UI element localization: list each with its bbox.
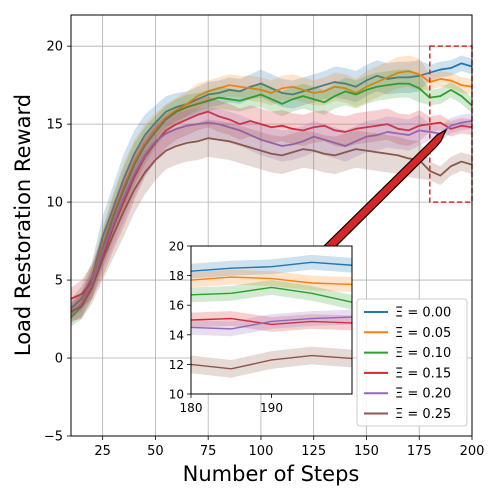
legend-label: Ξ = 0.25 <box>395 407 451 422</box>
x-tick-label: 25 <box>94 444 111 459</box>
series-line-0.05 <box>70 70 473 316</box>
inset-y-tick-label: 12 <box>169 358 184 372</box>
y-tick-label: 0 <box>55 352 63 367</box>
series-line-0.00 <box>70 62 473 309</box>
y-tick-label: 15 <box>46 118 63 133</box>
legend-label: Ξ = 0.10 <box>395 346 451 361</box>
series-band-0.10 <box>71 69 472 327</box>
series-band-0.20 <box>71 106 472 323</box>
inset-line-0.25 <box>190 354 353 370</box>
x-tick-label: 100 <box>249 444 274 459</box>
x-tick-label: 175 <box>407 444 432 459</box>
inset-line-0.10 <box>190 286 353 303</box>
inset-zoom-plot: 180 190 10 12 14 16 18 20 <box>169 240 353 415</box>
inset-line-0.15 <box>190 317 353 326</box>
x-axis-label: Number of Steps <box>183 462 360 486</box>
series-line-0.20 <box>70 120 473 314</box>
inset-line-0.05 <box>190 276 353 286</box>
series-band-0.05 <box>71 55 472 324</box>
inset-y-tick-label: 20 <box>169 240 184 254</box>
y-tick-label: −5 <box>44 430 63 445</box>
inset-line-0.00 <box>190 261 353 272</box>
x-tick-label: 125 <box>301 444 326 459</box>
series-band-0.15 <box>71 96 472 310</box>
inset-x-tick-label: 180 <box>180 401 203 415</box>
legend-label: Ξ = 0.15 <box>395 366 451 381</box>
main-axes-frame <box>70 14 473 437</box>
series-line-0.10 <box>70 82 473 319</box>
x-tick-label: 200 <box>460 444 485 459</box>
y-tick-label: 5 <box>55 274 63 289</box>
inset-band-0.10 <box>191 280 352 310</box>
series-line-0.25 <box>70 137 473 313</box>
legend-label: Ξ = 0.05 <box>395 326 451 341</box>
x-tick-label: 50 <box>147 444 164 459</box>
legend-box <box>356 298 468 427</box>
inset-band-0.20 <box>191 309 352 337</box>
inset-band-0.25 <box>191 346 352 378</box>
legend: Ξ = 0.00 Ξ = 0.05 Ξ = 0.10 Ξ = 0.15 Ξ = 0.20… <box>356 298 468 427</box>
y-tick-label: 10 <box>46 196 63 211</box>
x-tick-label: 150 <box>354 444 379 459</box>
legend-label: Ξ = 0.20 <box>395 387 451 402</box>
inset-y-tick-label: 10 <box>169 388 184 402</box>
inset-background <box>191 246 352 394</box>
x-tick-label: 75 <box>200 444 217 459</box>
series-band-0.00 <box>71 55 472 318</box>
inset-x-tick-label: 190 <box>260 401 283 415</box>
inset-band-0.05 <box>191 269 352 292</box>
inset-frame <box>190 245 353 395</box>
inset-y-tick-label: 16 <box>169 299 184 313</box>
y-tick-label: 20 <box>46 40 63 55</box>
inset-y-tick-label: 14 <box>169 328 184 342</box>
series-line-0.15 <box>70 110 473 300</box>
legend-label: Ξ = 0.00 <box>395 306 451 321</box>
y-axis-label: Load Restoration Reward <box>11 94 35 356</box>
inset-y-tick-label: 18 <box>169 269 184 283</box>
inset-line-0.20 <box>190 316 353 330</box>
series-band-0.25 <box>71 119 472 321</box>
